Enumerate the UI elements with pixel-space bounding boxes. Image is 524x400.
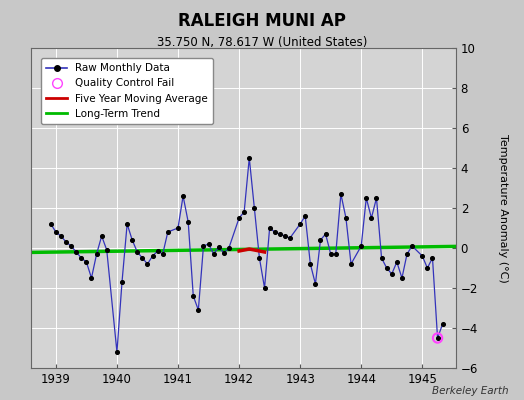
Point <box>72 249 80 255</box>
Point <box>301 213 309 219</box>
Point <box>255 255 264 261</box>
Text: 35.750 N, 78.617 W (United States): 35.750 N, 78.617 W (United States) <box>157 36 367 49</box>
Point <box>174 225 182 231</box>
Point <box>383 265 391 271</box>
Point <box>260 285 269 291</box>
Point <box>286 235 294 241</box>
Point <box>159 251 167 257</box>
Point <box>123 221 132 227</box>
Point <box>82 259 91 265</box>
Point <box>113 349 121 355</box>
Point <box>311 281 320 287</box>
Text: Berkeley Earth: Berkeley Earth <box>432 386 508 396</box>
Point <box>62 239 70 245</box>
Point <box>199 243 208 249</box>
Point <box>372 195 380 201</box>
Point <box>276 231 284 237</box>
Point <box>118 279 126 285</box>
Point <box>194 307 203 313</box>
Point <box>332 251 340 257</box>
Point <box>367 215 376 221</box>
Point <box>342 215 350 221</box>
Point <box>52 229 60 235</box>
Point <box>337 191 345 197</box>
Point <box>138 255 147 261</box>
Point <box>321 231 330 237</box>
Point <box>423 265 432 271</box>
Point <box>154 248 162 254</box>
Point <box>377 255 386 261</box>
Point <box>392 259 401 265</box>
Point <box>77 255 85 261</box>
Point <box>439 321 447 327</box>
Point <box>388 271 396 277</box>
Point <box>148 253 157 259</box>
Point <box>347 261 355 267</box>
Point <box>47 221 55 227</box>
Text: RALEIGH MUNI AP: RALEIGH MUNI AP <box>178 12 346 30</box>
Point <box>57 233 65 239</box>
Point <box>326 251 335 257</box>
Point <box>270 229 279 235</box>
Point <box>179 193 187 199</box>
Point <box>143 261 151 267</box>
Point <box>281 233 289 239</box>
Point <box>210 251 218 257</box>
Point <box>189 293 198 299</box>
Point <box>235 215 243 221</box>
Point <box>133 249 141 255</box>
Point <box>250 205 258 211</box>
Point <box>67 243 75 249</box>
Point <box>163 229 172 235</box>
Point <box>408 243 416 249</box>
Point <box>204 241 213 247</box>
Point <box>240 209 248 215</box>
Point <box>306 261 314 267</box>
Point <box>403 251 411 257</box>
Point <box>103 247 111 253</box>
Point <box>214 244 223 250</box>
Point <box>357 243 365 249</box>
Point <box>184 219 192 225</box>
Point <box>97 233 106 239</box>
Point <box>428 255 436 261</box>
Point <box>316 237 325 243</box>
Point <box>296 221 304 227</box>
Point <box>362 195 370 201</box>
Point <box>245 155 254 161</box>
Y-axis label: Temperature Anomaly (°C): Temperature Anomaly (°C) <box>498 134 508 282</box>
Legend: Raw Monthly Data, Quality Control Fail, Five Year Moving Average, Long-Term Tren: Raw Monthly Data, Quality Control Fail, … <box>41 58 213 124</box>
Point <box>433 335 442 341</box>
Point <box>398 275 406 281</box>
Point <box>128 237 136 243</box>
Point <box>418 253 427 259</box>
Point <box>92 251 101 257</box>
Point <box>225 245 233 251</box>
Point <box>266 225 274 231</box>
Point <box>88 275 96 281</box>
Point <box>220 250 228 256</box>
Point <box>433 335 442 341</box>
